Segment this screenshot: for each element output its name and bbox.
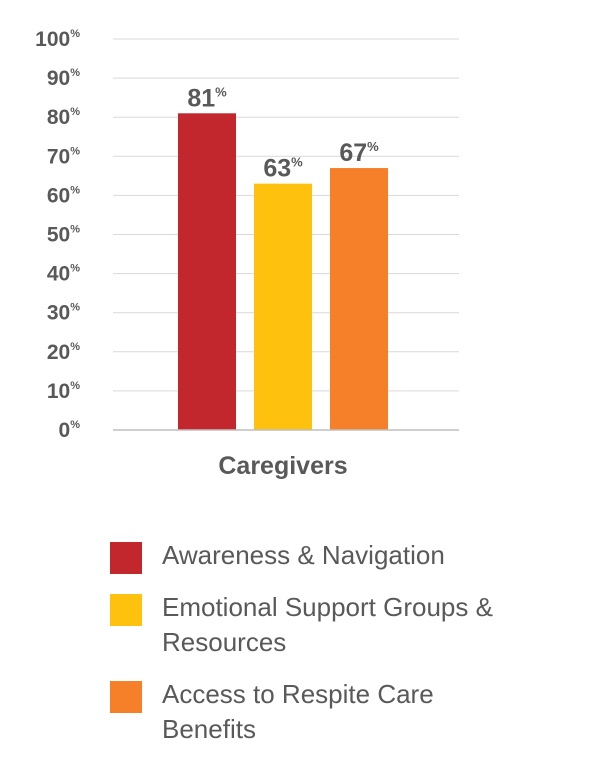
y-tick-label: 50% xyxy=(47,224,80,247)
legend-swatch xyxy=(110,681,142,713)
data-label: 63% xyxy=(263,155,303,183)
legend-item-awareness: Awareness & Navigation xyxy=(110,538,580,574)
legend-label: Emotional Support Groups & Resources xyxy=(162,592,493,657)
legend-swatch xyxy=(110,594,142,626)
legend-label: Access to Respite Care Benefits xyxy=(162,679,434,744)
legend-item-respite-care: Access to Respite Care Benefits xyxy=(110,677,580,747)
y-tick-label: 20% xyxy=(47,341,80,364)
y-tick-label: 60% xyxy=(47,184,80,207)
bar xyxy=(178,113,236,430)
bars xyxy=(178,113,388,430)
y-tick-label: 0% xyxy=(59,419,81,442)
y-tick-label: 30% xyxy=(47,302,80,325)
y-tick-label: 10% xyxy=(47,380,80,403)
bar xyxy=(254,183,312,430)
y-tick-label: 90% xyxy=(47,67,80,90)
y-tick-label: 80% xyxy=(47,106,80,129)
legend-item-emotional-support: Emotional Support Groups & Resources xyxy=(110,590,580,660)
legend-label: Awareness & Navigation xyxy=(162,540,445,570)
data-labels: 81% 63% 67% xyxy=(187,84,379,182)
category-label: Caregivers xyxy=(218,452,347,480)
bar-chart: 0% 10% 20% 30% 40% 50% 60% 70% 80% 90% 100% 81% 63%… xyxy=(35,28,459,480)
y-tick-label: 40% xyxy=(47,263,80,286)
data-label: 81% xyxy=(187,84,227,112)
bar xyxy=(330,168,388,430)
data-label: 67% xyxy=(339,139,379,167)
legend: Awareness & Navigation Emotional Support… xyxy=(110,538,580,764)
y-axis-ticks: 0% 10% 20% 30% 40% 50% 60% 70% 80% 90% 100% xyxy=(35,28,80,442)
y-tick-label: 70% xyxy=(47,145,80,168)
legend-swatch xyxy=(110,542,142,574)
y-tick-label: 100% xyxy=(35,28,80,51)
